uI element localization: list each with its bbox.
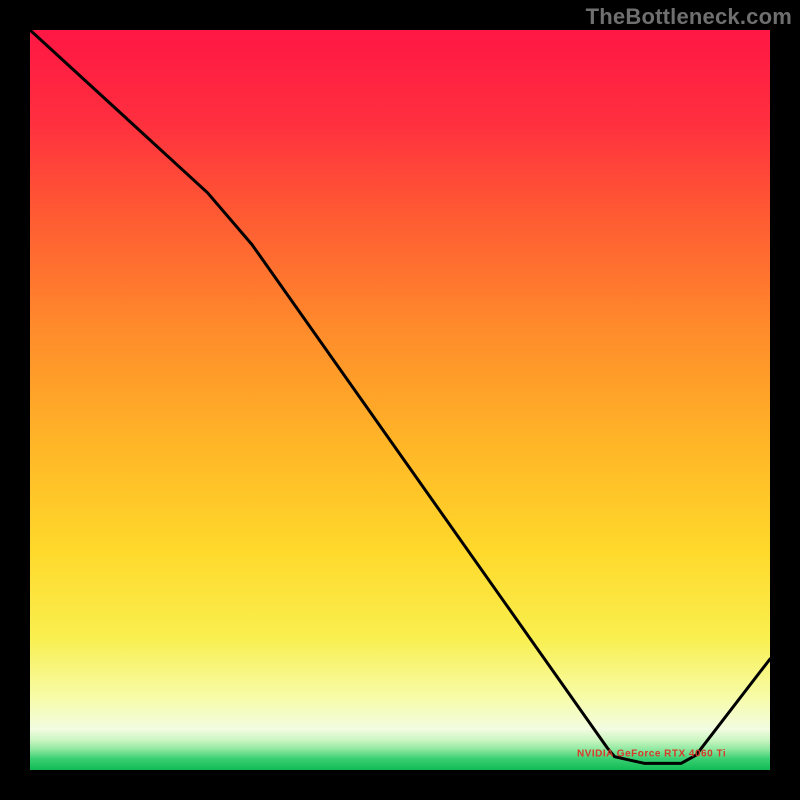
gradient-background <box>30 30 770 770</box>
plot-svg <box>30 30 770 770</box>
attribution-text: TheBottleneck.com <box>586 4 792 30</box>
plot-area: NVIDIA GeForce RTX 4060 Ti <box>30 30 770 770</box>
chart-stage: TheBottleneck.com NVIDIA GeForce RTX 406… <box>0 0 800 800</box>
bottleneck-curve <box>30 30 770 763</box>
gpu-annotation: NVIDIA GeForce RTX 4060 Ti <box>577 748 726 759</box>
